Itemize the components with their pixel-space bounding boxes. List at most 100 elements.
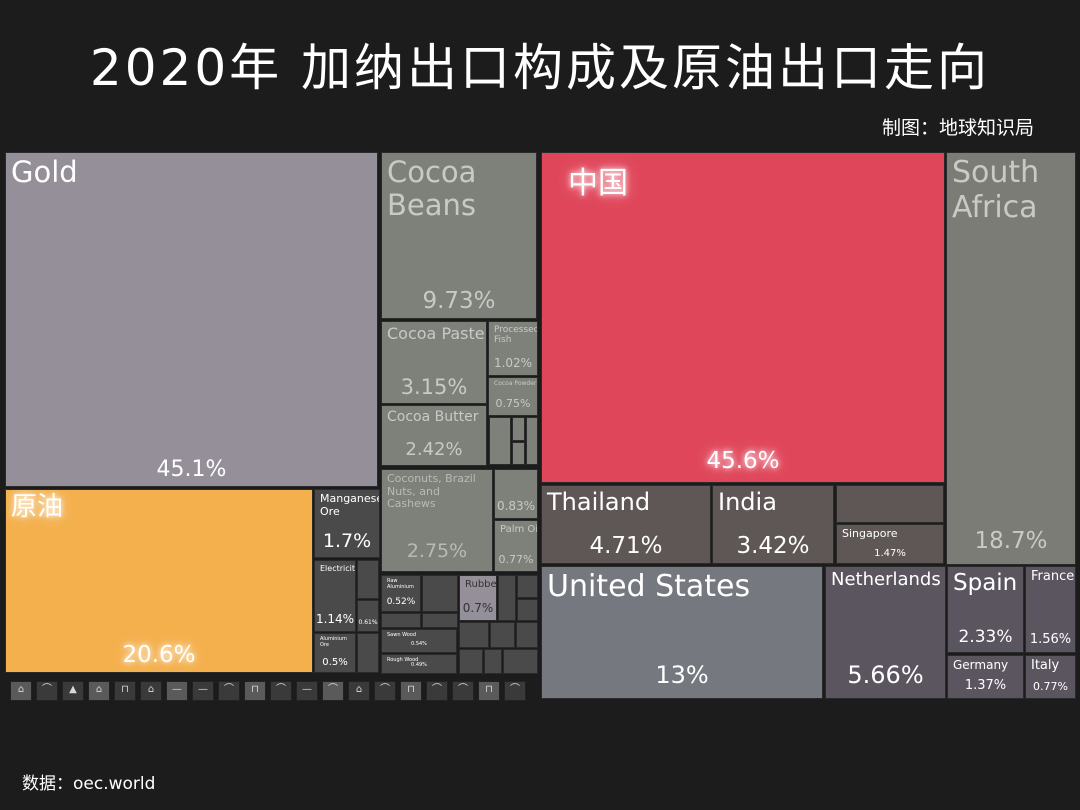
tile-value: 1.37% [964,678,1007,694]
tile-label: Raw Aluminium [387,578,414,590]
product-category-icon: ⊓ [478,681,500,701]
treemap-minor-tile [516,622,538,648]
treemap-minor-tile [422,613,458,628]
tile-value: 4.71% [589,532,663,559]
tile-value: 1.47% [874,547,906,559]
treemap-minor-tile [503,649,538,674]
tile-value: 3.42% [736,532,810,559]
tile-label: Gold [11,155,78,189]
product-category-icon: ⌒ [504,681,526,701]
tile-value: 45.6% [706,447,780,474]
tile-value: 0.75% [495,397,531,411]
treemap-tile-sawn-wood-0-16: Sawn Wood 0.54% [381,629,457,653]
product-category-icon: — [166,681,188,701]
tile-label: Coconuts, Brazil Nuts, and Cashews [387,472,476,511]
tile-value: 2.75% [406,540,468,563]
treemap-minor-tile [517,599,538,621]
product-category-icon: ⌂ [10,681,32,701]
tile-label: South Africa [952,155,1040,225]
tile-label: Processed Fish [494,325,538,346]
treemap-tile-processed-fish-0-5: Processed Fish 1.02% [488,321,538,376]
tile-value: 18.7% [974,527,1048,554]
tile-value: 1.14% [315,612,355,627]
tile-value: 1.02% [493,356,533,371]
treemap-tile-coconuts-brazil-nuts-and-cashews-0-7: Coconuts, Brazil Nuts, and Cashews 2.75% [381,469,493,572]
tile-label: Rubber [465,579,497,590]
treemap-minor-tile [526,417,538,465]
product-category-icon: ⌒ [218,681,240,701]
tile-value: 9.73% [422,287,496,314]
treemap-minor-tile [484,649,502,674]
treemap-tile-cocoa-powder-0-6: Cocoa Powder 0.75% [488,377,538,416]
tile-value: 0.5% [322,656,348,668]
tile-value: 20.6% [122,641,196,668]
product-category-icon: ⌒ [270,681,292,701]
treemap-tile-spain-1-6: Spain 2.33% [947,566,1024,653]
tile-value: 0.52% [386,596,416,607]
product-category-icon: ⌒ [322,681,344,701]
tile-label: Netherlands [831,569,941,590]
tile-label: France [1031,569,1075,584]
treemap-minor-tile [459,649,483,674]
tile-label: Cocoa Beans [387,155,477,223]
tile-value: 3.15% [400,374,468,399]
tile-label: Aluminium Ore [320,636,347,648]
tile-value: 0.77% [1033,680,1068,694]
tile-label: 中国 [568,166,628,201]
tile-label: Spain [953,570,1018,596]
tile-value: 2.33% [958,627,1013,648]
tile-value: 0.54% [411,641,427,648]
product-category-icon: ⊓ [244,681,266,701]
treemap-tile-cocoa-beans-0-2: Cocoa Beans 9.73% [381,152,537,319]
treemap-minor-tile [836,485,944,523]
tile-label: Cocoa Powder [494,380,537,387]
tile-label: Cocoa Paste [387,324,485,343]
product-category-icon: ⌒ [36,681,58,701]
tile-value: 0.61% [358,619,378,627]
tile-label: Palm Oil [500,524,538,535]
treemap-tile-unlabeled-0-12: 0.61% [357,600,379,632]
treemap-tile-manganese-ore-0-10: Manganese Ore 1.7% [314,489,380,558]
product-category-icon: ⌂ [88,681,110,701]
treemap-tile-germany-1-9: Germany 1.37% [947,655,1024,699]
tile-value: 5.66% [847,661,924,690]
product-category-icon: ⌂ [348,681,370,701]
treemap-minor-tile [357,560,379,599]
tile-label: 原油 [11,492,64,522]
treemap-tile-unlabeled-0-8: 0.83% [494,469,538,519]
treemap-minor-tile [422,575,458,612]
treemap-minor-tile [498,575,516,621]
treemap-tile-netherlands-1-3: Netherlands 5.66% [825,566,946,699]
tile-label: United States [547,569,751,604]
tile-label: Thailand [547,488,651,516]
tile-value: 1.56% [1029,632,1072,648]
treemap-tile-italy-1-10: Italy 0.77% [1025,655,1076,699]
treemap-minor-tile [357,633,379,673]
treemap-tile-中国-1-0: 中国 45.6% [541,152,945,483]
tile-label: Cocoa Butter [387,409,479,425]
product-category-icon: ⊓ [400,681,422,701]
treemap-tile-electricity-0-11: Electricity 1.14% [314,560,356,632]
treemap-tile-thailand-1-4: Thailand 4.71% [541,485,711,564]
tile-value: 1.7% [322,530,372,553]
chart-title: 2020年 加纳出口构成及原油出口走向 [89,39,991,97]
source-text: 数据：oec.world [22,774,156,794]
product-category-icon: ⌒ [374,681,396,701]
tile-label: Germany [953,658,1009,672]
tile-label: Manganese Ore [320,492,380,518]
product-category-icon: ⊓ [114,681,136,701]
treemap-minor-tile [489,417,511,465]
tile-label: Singapore [842,527,898,540]
tile-label: Electricity [320,564,356,573]
tile-value: 0.49% [411,662,427,669]
treemap-minor-tile [381,613,421,628]
product-category-icon: ⌒ [452,681,474,701]
treemap-tile-raw-aluminium-0-14: Raw Aluminium 0.52% [381,575,421,612]
treemap-minor-tile [512,417,525,441]
product-category-icon: — [192,681,214,701]
treemap-minor-tile [490,622,515,648]
tile-value: 0.83% [496,499,536,514]
tile-value: 0.7% [462,601,494,616]
treemap-tile-aluminium-ore-0-13: Aluminium Ore 0.5% [314,633,356,673]
treemap-tile-singapore-1-8: Singapore 1.47% [836,524,944,564]
